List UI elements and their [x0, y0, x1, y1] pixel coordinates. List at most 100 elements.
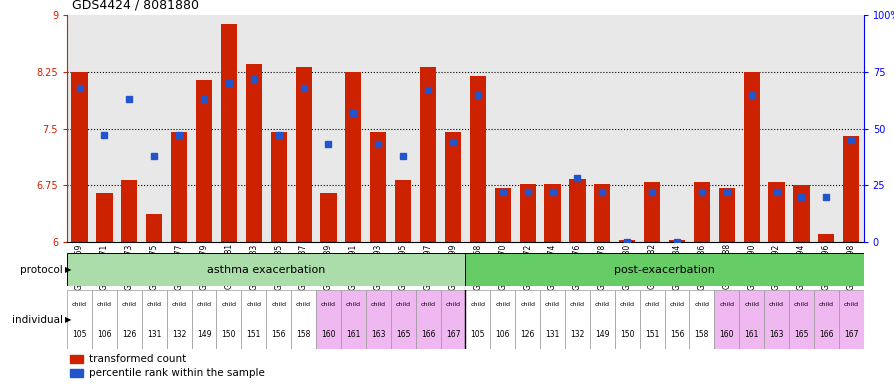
Bar: [589, 290, 614, 349]
Text: child: child: [519, 302, 535, 307]
Text: child: child: [494, 302, 510, 307]
Text: 151: 151: [645, 330, 659, 339]
Bar: [469, 76, 485, 242]
Text: 106: 106: [97, 330, 112, 339]
Text: 163: 163: [371, 330, 385, 339]
Bar: [67, 290, 92, 349]
Bar: [663, 290, 688, 349]
Bar: [465, 290, 490, 349]
Bar: [345, 72, 361, 242]
Text: 166: 166: [420, 330, 434, 339]
Text: child: child: [271, 302, 286, 307]
Bar: [166, 290, 191, 349]
Bar: [291, 290, 316, 349]
Text: GDS4424 / 8081880: GDS4424 / 8081880: [72, 0, 198, 12]
Bar: [366, 290, 391, 349]
Text: child: child: [122, 302, 137, 307]
Text: child: child: [669, 302, 684, 307]
Bar: [415, 290, 440, 349]
Text: ▶: ▶: [65, 265, 72, 274]
Bar: [97, 193, 113, 242]
Bar: [419, 68, 435, 242]
Bar: [266, 290, 291, 349]
Text: child: child: [569, 302, 585, 307]
Bar: [515, 290, 539, 349]
Text: 126: 126: [520, 330, 535, 339]
Text: child: child: [172, 302, 187, 307]
Bar: [544, 184, 560, 242]
Text: child: child: [445, 302, 460, 307]
Bar: [564, 290, 589, 349]
Bar: [693, 182, 709, 242]
Text: 156: 156: [669, 330, 684, 339]
Bar: [688, 290, 713, 349]
Text: 126: 126: [122, 330, 137, 339]
Bar: [490, 290, 515, 349]
Bar: [70, 356, 82, 363]
Bar: [614, 290, 639, 349]
Text: 158: 158: [694, 330, 708, 339]
Bar: [295, 67, 311, 242]
Bar: [92, 290, 117, 349]
Text: child: child: [818, 302, 833, 307]
Text: child: child: [97, 302, 112, 307]
Bar: [519, 184, 536, 242]
Bar: [539, 290, 564, 349]
Bar: [668, 240, 684, 242]
Text: 151: 151: [247, 330, 261, 339]
Text: child: child: [321, 302, 335, 307]
Text: child: child: [370, 302, 385, 307]
Bar: [270, 132, 286, 242]
Text: 131: 131: [147, 330, 161, 339]
Bar: [763, 290, 789, 349]
Bar: [171, 132, 187, 242]
Bar: [191, 290, 216, 349]
Text: transformed count: transformed count: [89, 354, 186, 364]
Bar: [444, 132, 460, 242]
Text: child: child: [619, 302, 634, 307]
Text: individual: individual: [12, 314, 63, 325]
Text: 167: 167: [445, 330, 460, 339]
Text: child: child: [246, 302, 261, 307]
Bar: [146, 214, 162, 242]
Text: 163: 163: [769, 330, 783, 339]
Text: 160: 160: [719, 330, 733, 339]
Text: 160: 160: [321, 330, 335, 339]
Text: child: child: [544, 302, 560, 307]
Text: 105: 105: [470, 330, 485, 339]
Text: 161: 161: [744, 330, 758, 339]
Text: 132: 132: [569, 330, 584, 339]
Bar: [316, 290, 341, 349]
Bar: [394, 180, 411, 242]
Bar: [644, 182, 660, 242]
Text: 149: 149: [197, 330, 211, 339]
Bar: [768, 182, 784, 242]
Text: child: child: [197, 302, 211, 307]
Bar: [341, 290, 366, 349]
Text: child: child: [420, 302, 435, 307]
Bar: [241, 290, 266, 349]
Text: child: child: [843, 302, 857, 307]
Text: child: child: [470, 302, 485, 307]
Bar: [70, 369, 82, 377]
Text: 165: 165: [793, 330, 808, 339]
Text: child: child: [743, 302, 758, 307]
Bar: [246, 65, 262, 242]
Bar: [370, 132, 386, 242]
Bar: [440, 290, 465, 349]
Text: child: child: [644, 302, 659, 307]
Bar: [789, 290, 813, 349]
Bar: [117, 290, 141, 349]
Text: ▶: ▶: [65, 315, 72, 324]
Text: post-exacerbation: post-exacerbation: [613, 265, 714, 275]
Text: 166: 166: [818, 330, 832, 339]
Bar: [594, 184, 610, 242]
Text: 158: 158: [296, 330, 310, 339]
Bar: [817, 234, 833, 242]
Text: child: child: [395, 302, 410, 307]
Text: child: child: [72, 302, 87, 307]
Text: 149: 149: [595, 330, 609, 339]
Bar: [792, 185, 809, 242]
Text: child: child: [147, 302, 162, 307]
Text: 167: 167: [843, 330, 857, 339]
